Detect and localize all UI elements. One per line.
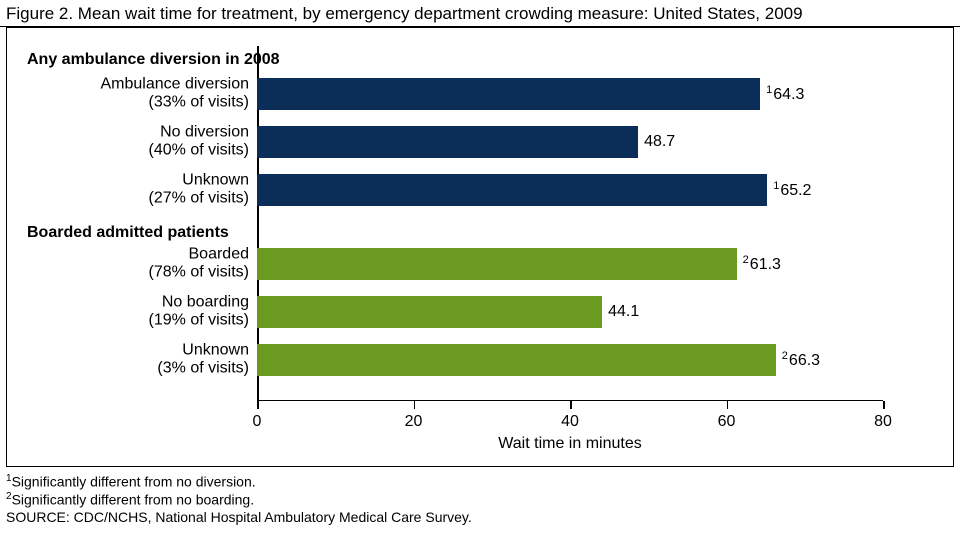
x-tick-label: 0 [253, 413, 262, 431]
bar [257, 344, 776, 376]
bar-value: 164.3 [760, 84, 804, 104]
footnote-2: 2Significantly different from no boardin… [6, 491, 954, 509]
group-header: Boarded admitted patients [27, 224, 229, 242]
bar [257, 296, 602, 328]
x-tick [883, 401, 885, 409]
figure-title: Figure 2. Mean wait time for treatment, … [0, 0, 960, 27]
x-tick-label: 60 [718, 413, 736, 431]
bar-value: 48.7 [638, 133, 675, 151]
chart-frame: 0 20 40 60 80 Wait time in minutes Any ambulan… [6, 27, 954, 467]
x-tick [727, 401, 729, 409]
x-tick [257, 401, 259, 409]
x-tick [414, 401, 416, 409]
bar-label: Boarded(78% of visits) [17, 246, 257, 283]
bar-row: Boarded(78% of visits)261.3 [257, 248, 883, 280]
bar-value: 266.3 [776, 350, 820, 370]
bar-label: Unknown(3% of visits) [17, 342, 257, 379]
bar-row: No diversion(40% of visits)48.7 [257, 126, 883, 158]
bar-value: 261.3 [737, 254, 781, 274]
footnote-1: 1Significantly different from no diversi… [6, 473, 954, 491]
bar-label: No boarding(19% of visits) [17, 294, 257, 331]
bar [257, 78, 760, 110]
x-tick-label: 20 [405, 413, 423, 431]
bar [257, 126, 638, 158]
plot-area: 020406080Wait time in minutesAny ambulan… [257, 46, 883, 401]
footnote-source: SOURCE: CDC/NCHS, National Hospital Ambu… [6, 509, 954, 527]
bar [257, 174, 767, 206]
bar-value: 165.2 [767, 180, 811, 200]
bar-value: 44.1 [602, 303, 639, 321]
group-header: Any ambulance diversion in 2008 [27, 51, 280, 69]
bar-row: Unknown(27% of visits)165.2 [257, 174, 883, 206]
footnotes: 1Significantly different from no diversi… [0, 467, 960, 527]
bar-label: Ambulance diversion(33% of visits) [17, 76, 257, 113]
bar-label: Unknown(27% of visits) [17, 172, 257, 209]
bar-label: No diversion(40% of visits) [17, 124, 257, 161]
bar-row: No boarding(19% of visits)44.1 [257, 296, 883, 328]
bar [257, 248, 737, 280]
bar-row: Ambulance diversion(33% of visits)164.3 [257, 78, 883, 110]
x-tick-label: 80 [874, 413, 892, 431]
x-tick [570, 401, 572, 409]
bar-row: Unknown(3% of visits)266.3 [257, 344, 883, 376]
x-axis-title: Wait time in minutes [498, 435, 641, 453]
x-tick-label: 40 [561, 413, 579, 431]
